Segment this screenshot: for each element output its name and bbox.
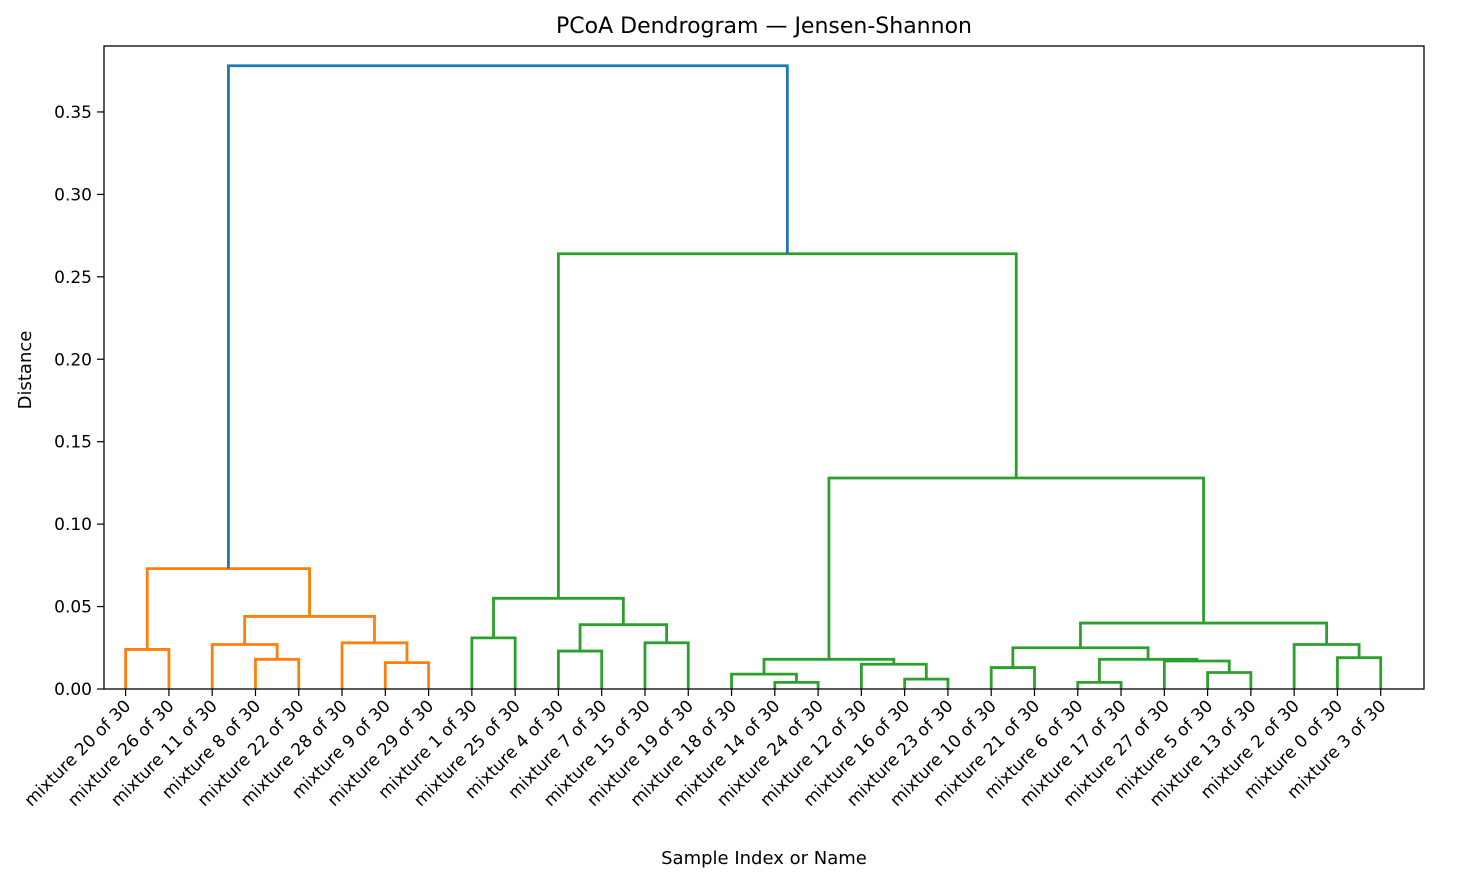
chart-title: PCoA Dendrogram — Jensen-Shannon — [556, 14, 972, 39]
dendrogram-link — [730, 672, 798, 689]
x-axis-label: Sample Index or Name — [661, 848, 867, 869]
dendrogram-link — [1011, 646, 1150, 668]
plot-frame — [103, 45, 1425, 690]
dendrogram-link — [762, 657, 896, 675]
y-axis-label: Distance — [15, 331, 36, 410]
dendrogram-link — [492, 596, 625, 638]
dendrogram-link — [1292, 643, 1361, 689]
dendrogram-link — [989, 666, 1036, 689]
y-tick-label: 0.10 — [54, 515, 92, 535]
dendrogram-link — [1076, 681, 1123, 689]
y-tick-label: 0.15 — [54, 433, 92, 453]
dendrogram-link — [1162, 659, 1231, 689]
y-tick-label: 0.05 — [54, 598, 92, 618]
y-tick-label: 0.35 — [54, 103, 92, 123]
dendrogram-link — [243, 615, 376, 645]
dendrogram-link — [124, 648, 171, 689]
y-tick-label: 0.20 — [54, 350, 92, 370]
dendrogram-link — [827, 476, 1205, 660]
dendrogram-link — [227, 64, 789, 569]
dendrogram-link — [557, 252, 1018, 599]
y-tick-label: 0.25 — [54, 268, 92, 288]
dendrogram-link — [1079, 621, 1329, 648]
dendrogram-link — [470, 636, 517, 689]
dendrogram-link — [1336, 656, 1383, 689]
dendrogram-link — [340, 641, 409, 689]
dendrogram-link — [383, 661, 430, 689]
dendrogram-link — [1206, 671, 1253, 689]
y-axis-ticks: 0.00 0.05 0.10 0.15 0.20 0.25 0.30 0.35 — [54, 103, 104, 700]
dendrogram-link — [210, 643, 279, 689]
dendrogram-link — [557, 649, 604, 689]
dendrogram-link — [643, 641, 690, 689]
dendrogram-link — [254, 657, 301, 689]
dendrogram-link — [859, 662, 928, 689]
y-tick-label: 0.30 — [54, 185, 92, 205]
dendrogram-links — [124, 64, 1383, 689]
dendrogram-link — [1098, 657, 1199, 683]
dendrogram-link — [773, 681, 820, 689]
dendrogram-link — [578, 623, 669, 652]
dendrogram-link — [145, 567, 311, 650]
dendrogram-link — [903, 677, 950, 689]
y-tick-label: 0.00 — [54, 680, 92, 700]
